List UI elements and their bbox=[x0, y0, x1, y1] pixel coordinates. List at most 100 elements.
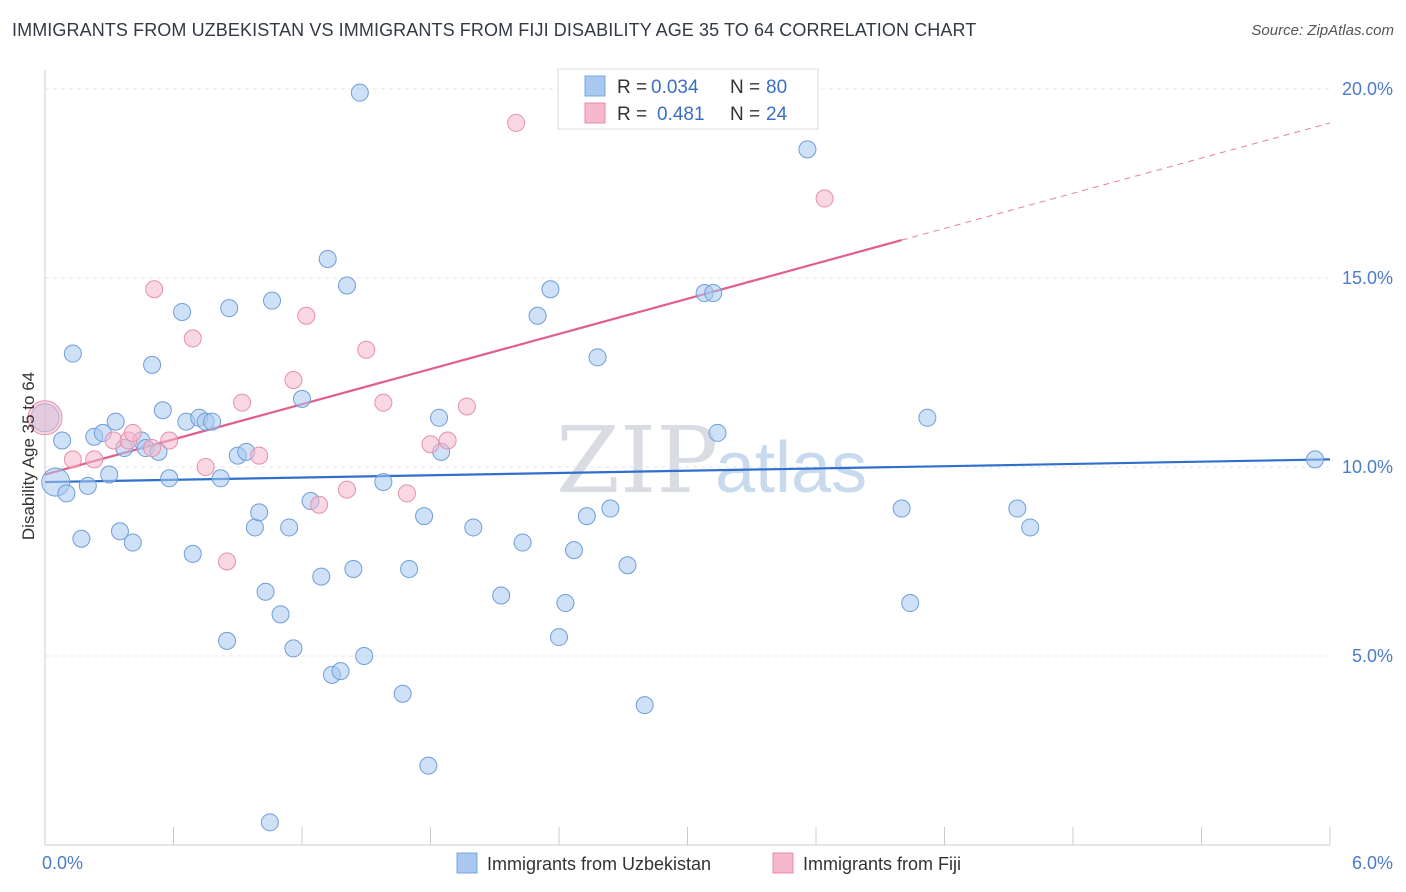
uzbekistan-point bbox=[355, 646, 374, 665]
stats-r-value-uzbekistan: 0.034 bbox=[651, 77, 699, 98]
uzbekistan-point bbox=[1306, 450, 1325, 469]
y-tick-label: 5.0% bbox=[1352, 646, 1393, 666]
uzbekistan-point bbox=[430, 408, 449, 427]
x-tick-label: 6.0% bbox=[1352, 853, 1393, 873]
uzbekistan-point bbox=[350, 83, 369, 102]
uzbekistan-point bbox=[284, 639, 303, 658]
uzbekistan-point bbox=[271, 605, 290, 624]
uzbekistan-point bbox=[492, 586, 511, 605]
fiji-point bbox=[284, 371, 303, 389]
uzbekistan-point bbox=[541, 280, 560, 299]
grid-lines bbox=[45, 88, 1330, 657]
stats-swatch-uzbekistan bbox=[584, 75, 606, 97]
y-tick-label: 15.0% bbox=[1342, 268, 1393, 288]
fiji-point bbox=[27, 400, 63, 436]
fiji-point bbox=[357, 340, 376, 359]
watermark-zip: ZIP bbox=[556, 407, 718, 514]
uzbekistan-point bbox=[110, 522, 129, 541]
fiji-point bbox=[397, 484, 416, 503]
stats-r-label-fiji: R = bbox=[617, 104, 647, 125]
uzbekistan-point bbox=[160, 469, 179, 488]
y-tick-label: 10.0% bbox=[1342, 457, 1393, 477]
fiji-point bbox=[63, 450, 82, 469]
fiji-point bbox=[218, 552, 237, 571]
uzbekistan-point bbox=[57, 484, 76, 503]
stats-swatch-fiji bbox=[584, 102, 606, 124]
stats-n-label-uzbekistan: N = bbox=[730, 77, 760, 98]
uzbekistan-point bbox=[143, 355, 162, 374]
fiji-point bbox=[85, 450, 104, 469]
uzbekistan-point bbox=[464, 518, 483, 537]
uzbekistan-point bbox=[293, 389, 311, 408]
uzbekistan-point bbox=[318, 250, 337, 269]
uzbekistan-point bbox=[577, 507, 596, 526]
fiji-point bbox=[421, 435, 440, 454]
trend-line-fiji-extension bbox=[901, 122, 1331, 241]
fiji-point bbox=[183, 329, 202, 348]
uzbekistan-point bbox=[63, 344, 82, 363]
legend-label-fiji: Immigrants from Fiji bbox=[803, 854, 961, 874]
uzbekistan-point bbox=[337, 276, 356, 295]
fiji-point bbox=[507, 113, 526, 132]
x-tick-label: 0.0% bbox=[42, 853, 83, 873]
uzbekistan-point bbox=[256, 582, 275, 601]
legend-swatch-fiji bbox=[772, 852, 794, 874]
uzbekistan-point bbox=[618, 556, 637, 575]
legend-label-uzbekistan: Immigrants from Uzbekistan bbox=[487, 854, 711, 874]
uzbekistan-point bbox=[892, 499, 911, 518]
fiji-point bbox=[196, 457, 215, 476]
chart-title: IMMIGRANTS FROM UZBEKISTAN VS IMMIGRANTS… bbox=[12, 20, 977, 40]
uzbekistan-point bbox=[211, 469, 230, 488]
uzbekistan-point bbox=[312, 567, 331, 586]
stats-legend-box: R = 0.034 N = 80 R = 0.481 N = 24 bbox=[557, 68, 819, 130]
uzbekistan-point bbox=[106, 412, 125, 431]
uzbekistan-point bbox=[415, 507, 434, 526]
uzbekistan-point bbox=[1008, 499, 1027, 518]
axes bbox=[44, 70, 1331, 846]
fiji-point bbox=[250, 446, 269, 465]
trend-lines bbox=[44, 122, 1331, 484]
fiji-point bbox=[160, 431, 179, 450]
fiji-point bbox=[233, 393, 252, 412]
uzbekistan-point bbox=[798, 140, 817, 159]
uzbekistan-point bbox=[400, 560, 419, 579]
uzbekistan-point bbox=[153, 401, 172, 420]
uzbekistan-point bbox=[708, 423, 727, 442]
bottom-legend: Immigrants from Uzbekistan Immigrants fr… bbox=[456, 852, 961, 874]
source-prefix: Source: bbox=[1251, 22, 1308, 39]
stats-n-label-fiji: N = bbox=[730, 104, 760, 125]
stats-r-value-fiji: 0.481 bbox=[657, 104, 705, 125]
stats-n-value-uzbekistan: 80 bbox=[766, 77, 787, 98]
fiji-point bbox=[815, 189, 834, 208]
fiji-point bbox=[104, 431, 123, 450]
fiji-point bbox=[438, 431, 457, 450]
uzbekistan-point bbox=[331, 662, 350, 681]
y-tick-label: 20.0% bbox=[1342, 79, 1393, 99]
uzbekistan-point bbox=[419, 756, 438, 775]
fiji-point bbox=[297, 306, 316, 325]
fiji-point bbox=[457, 397, 476, 416]
uzbekistan-points bbox=[30, 79, 1325, 832]
legend-swatch-uzbekistan bbox=[456, 852, 478, 874]
uzbekistan-point bbox=[123, 533, 142, 552]
fiji-point bbox=[337, 480, 356, 499]
uzbekistan-point bbox=[53, 431, 72, 450]
uzbekistan-point bbox=[263, 291, 282, 310]
source-name: ZipAtlas.com bbox=[1307, 22, 1394, 39]
fiji-point bbox=[145, 280, 164, 299]
uzbekistan-point bbox=[556, 594, 575, 613]
uzbekistan-point bbox=[183, 544, 202, 563]
uzbekistan-point bbox=[100, 465, 119, 484]
uzbekistan-point bbox=[218, 631, 237, 650]
uzbekistan-point bbox=[704, 284, 723, 303]
uzbekistan-point bbox=[78, 476, 97, 495]
uzbekistan-point bbox=[280, 518, 299, 537]
uzbekistan-point bbox=[901, 594, 920, 613]
uzbekistan-point bbox=[220, 299, 239, 318]
uzbekistan-point bbox=[918, 408, 937, 427]
tick-labels: 5.0% 10.0% 15.0% 20.0% 0.0% 6.0% bbox=[42, 79, 1393, 873]
uzbekistan-point bbox=[550, 628, 568, 647]
fiji-point bbox=[123, 423, 142, 442]
uzbekistan-point bbox=[203, 412, 222, 431]
